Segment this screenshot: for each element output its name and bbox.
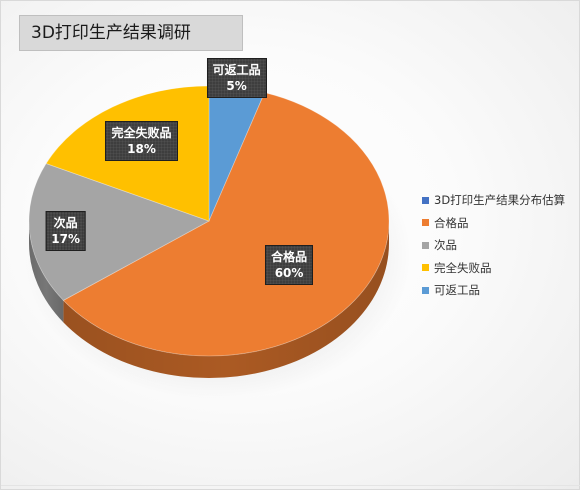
- legend-item: 3D打印生产结果分布估算: [422, 189, 578, 212]
- legend-item: 合格品: [422, 212, 578, 235]
- data-label-category: 完全失败品: [111, 126, 172, 141]
- legend-label: 次品: [434, 238, 457, 253]
- legend-swatch: [422, 264, 429, 272]
- data-label-category: 可返工品: [212, 63, 261, 78]
- legend-item: 次品: [422, 234, 578, 257]
- legend-swatch: [422, 196, 429, 204]
- legend-item: 完全失败品: [422, 257, 578, 280]
- legend: 3D打印生产结果分布估算 合格品次品完全失败品可返工品: [422, 189, 578, 302]
- data-label-可返工品: 可返工品 5%: [206, 58, 267, 99]
- pie-side-shade: [29, 221, 64, 323]
- pie-slice-合格品: [62, 92, 390, 357]
- data-label-合格品: 合格品 60%: [265, 244, 314, 285]
- data-label-category: 合格品: [271, 249, 308, 264]
- legend-label: 可返工品: [434, 283, 480, 298]
- chart-title: 3D打印生产结果调研: [19, 15, 243, 51]
- data-label-category: 次品: [53, 216, 78, 231]
- data-label-percent: 17%: [51, 232, 80, 247]
- data-label-percent: 18%: [127, 142, 156, 157]
- legend-item: 可返工品: [422, 279, 578, 302]
- pie-side-shade: [63, 221, 389, 378]
- legend-label: 合格品: [434, 215, 469, 230]
- axis-baseline: [1, 485, 580, 491]
- legend-swatch: [422, 286, 429, 294]
- data-label-完全失败品: 完全失败品 18%: [105, 121, 178, 162]
- legend-swatch: [422, 219, 429, 227]
- legend-swatch: [422, 241, 429, 249]
- data-label-次品: 次品 17%: [45, 211, 86, 252]
- data-label-percent: 5%: [226, 79, 247, 94]
- data-label-percent: 60%: [274, 265, 304, 280]
- pie-slice-次品: [28, 163, 210, 301]
- legend-label: 完全失败品: [434, 260, 492, 275]
- legend-label: 3D打印生产结果分布估算: [434, 193, 566, 208]
